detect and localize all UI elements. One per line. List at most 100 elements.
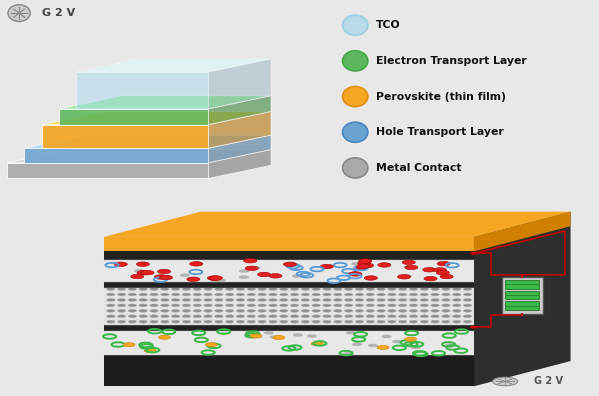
Circle shape xyxy=(269,274,282,278)
Bar xyxy=(104,237,474,251)
Circle shape xyxy=(409,287,418,291)
Circle shape xyxy=(236,293,245,296)
Circle shape xyxy=(323,299,331,301)
Circle shape xyxy=(239,269,249,273)
Polygon shape xyxy=(474,211,570,251)
Circle shape xyxy=(377,309,385,312)
Circle shape xyxy=(193,287,201,291)
Circle shape xyxy=(182,299,190,301)
Circle shape xyxy=(182,287,190,291)
Circle shape xyxy=(351,262,361,266)
Circle shape xyxy=(431,315,440,318)
Circle shape xyxy=(361,263,374,268)
Circle shape xyxy=(247,304,256,307)
Polygon shape xyxy=(208,96,271,125)
Circle shape xyxy=(398,299,407,301)
Circle shape xyxy=(301,299,310,301)
Circle shape xyxy=(334,320,342,323)
Circle shape xyxy=(388,309,396,312)
Circle shape xyxy=(388,293,396,296)
Circle shape xyxy=(323,293,331,296)
Circle shape xyxy=(409,293,418,296)
Circle shape xyxy=(258,304,267,307)
Circle shape xyxy=(117,287,126,291)
Circle shape xyxy=(107,299,115,301)
Bar xyxy=(104,325,474,330)
Circle shape xyxy=(312,299,320,301)
Circle shape xyxy=(247,293,256,296)
Circle shape xyxy=(150,293,158,296)
Circle shape xyxy=(441,315,450,318)
Circle shape xyxy=(171,320,180,323)
Circle shape xyxy=(247,299,256,301)
Circle shape xyxy=(150,304,158,307)
Polygon shape xyxy=(77,72,208,109)
Circle shape xyxy=(258,272,271,277)
Circle shape xyxy=(139,304,147,307)
Circle shape xyxy=(161,309,169,312)
Circle shape xyxy=(107,304,115,307)
Polygon shape xyxy=(7,163,208,178)
Circle shape xyxy=(107,287,115,291)
Circle shape xyxy=(441,287,450,291)
Circle shape xyxy=(346,331,356,334)
Circle shape xyxy=(171,309,180,312)
Circle shape xyxy=(139,287,147,291)
Circle shape xyxy=(377,299,385,301)
Circle shape xyxy=(269,304,277,307)
Circle shape xyxy=(171,304,180,307)
Circle shape xyxy=(334,287,342,291)
Circle shape xyxy=(409,320,418,323)
Circle shape xyxy=(409,309,418,312)
Polygon shape xyxy=(208,135,271,163)
Circle shape xyxy=(247,320,256,323)
Circle shape xyxy=(431,299,440,301)
Circle shape xyxy=(312,320,320,323)
Circle shape xyxy=(355,299,364,301)
Circle shape xyxy=(269,293,277,296)
Circle shape xyxy=(210,279,220,282)
Circle shape xyxy=(139,309,147,312)
Bar xyxy=(502,277,543,314)
Circle shape xyxy=(312,304,320,307)
Circle shape xyxy=(344,299,353,301)
Circle shape xyxy=(424,276,437,281)
Circle shape xyxy=(436,270,449,275)
Circle shape xyxy=(354,266,367,270)
Circle shape xyxy=(431,309,440,312)
Circle shape xyxy=(312,287,320,291)
Circle shape xyxy=(128,309,137,312)
Circle shape xyxy=(117,293,126,296)
Circle shape xyxy=(312,309,320,312)
Circle shape xyxy=(344,287,353,291)
Circle shape xyxy=(204,320,212,323)
Circle shape xyxy=(139,320,147,323)
Circle shape xyxy=(161,299,169,301)
Circle shape xyxy=(214,309,223,312)
Circle shape xyxy=(377,315,385,318)
Circle shape xyxy=(236,315,245,318)
Circle shape xyxy=(210,276,222,280)
Circle shape xyxy=(420,293,428,296)
Circle shape xyxy=(463,309,472,312)
Circle shape xyxy=(405,337,417,341)
Circle shape xyxy=(171,315,180,318)
Circle shape xyxy=(398,315,407,318)
Circle shape xyxy=(144,349,156,353)
Bar xyxy=(104,287,474,325)
Circle shape xyxy=(441,320,450,323)
Circle shape xyxy=(420,309,428,312)
Bar xyxy=(505,280,539,289)
Circle shape xyxy=(291,315,299,318)
Circle shape xyxy=(452,287,461,291)
Circle shape xyxy=(182,304,190,307)
Circle shape xyxy=(445,343,455,347)
Circle shape xyxy=(463,293,472,296)
Polygon shape xyxy=(25,135,271,148)
Circle shape xyxy=(155,275,167,279)
Circle shape xyxy=(343,51,368,71)
Circle shape xyxy=(368,344,378,347)
Circle shape xyxy=(225,320,234,323)
Circle shape xyxy=(343,158,368,178)
Circle shape xyxy=(250,266,261,270)
